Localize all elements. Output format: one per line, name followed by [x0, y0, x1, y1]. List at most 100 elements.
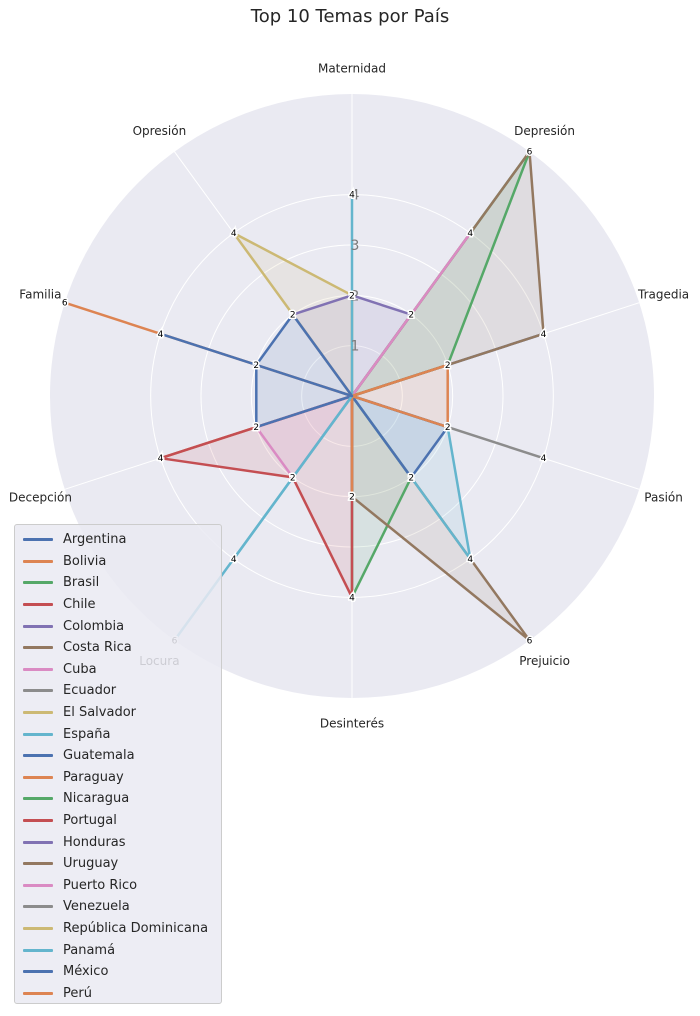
- radial-tick-label: 1: [351, 339, 360, 355]
- data-label: 4: [541, 330, 547, 340]
- legend-label: Chile: [63, 597, 96, 613]
- data-label: 2: [349, 493, 355, 503]
- radial-tick-label: 3: [351, 238, 360, 254]
- axis-labels: Maternidad Depresión Tragedia Pasión Prejuic…: [9, 61, 689, 730]
- axis-label: Pasión: [644, 490, 683, 504]
- legend-label: Guatemala: [63, 748, 135, 764]
- legend-swatch: [23, 991, 53, 995]
- data-label: 2: [253, 423, 259, 433]
- axis-label: Depresión: [514, 124, 575, 138]
- radial-tick-label: 4: [351, 188, 360, 204]
- legend-item: Bolivia: [23, 551, 221, 573]
- data-label: 6: [527, 148, 533, 158]
- legend-label: República Dominicana: [63, 920, 209, 936]
- legend-item: Cuba: [23, 659, 221, 681]
- legend-swatch: [23, 711, 53, 715]
- legend-label: Bolivia: [63, 553, 107, 569]
- data-label: 2: [349, 291, 355, 301]
- data-label: 2: [408, 473, 414, 483]
- legend-label: Puerto Rico: [63, 877, 138, 893]
- legend-label: Uruguay: [63, 856, 119, 872]
- axis-label: Familia: [19, 288, 61, 302]
- data-label: 2: [408, 473, 414, 483]
- series-fill: [352, 151, 530, 598]
- data-label: 2: [253, 361, 259, 371]
- series-line: [63, 301, 449, 498]
- legend-label: Costa Rica: [63, 640, 132, 656]
- legend-label: El Salvador: [63, 705, 136, 721]
- legend-item: México: [23, 961, 221, 983]
- legend-item: Argentina: [23, 529, 221, 551]
- data-label: 6: [62, 299, 68, 309]
- legend-label: Cuba: [63, 661, 97, 677]
- data-label: 4: [158, 454, 164, 464]
- legend-swatch: [23, 732, 53, 736]
- data-label: 2: [290, 311, 296, 321]
- legend-item: El Salvador: [23, 702, 221, 724]
- legend-swatch: [23, 754, 53, 758]
- series-line: [255, 313, 449, 479]
- legend-item: Guatemala: [23, 745, 221, 767]
- legend-item: Colombia: [23, 615, 221, 637]
- data-label: 6: [527, 148, 533, 158]
- series-lines: [63, 150, 545, 642]
- legend-swatch: [23, 667, 53, 671]
- legend-swatch: [23, 926, 53, 930]
- data-label: 4: [231, 229, 237, 239]
- legend-label: Argentina: [63, 532, 127, 548]
- data-label: 4: [467, 555, 473, 565]
- chart-title: Top 10 Temas por País: [250, 6, 450, 27]
- legend-item: Venezuela: [23, 896, 221, 918]
- legend-swatch: [23, 948, 53, 952]
- legend-swatch: [23, 797, 53, 801]
- data-label: 2: [445, 423, 451, 433]
- series-fill: [160, 396, 352, 598]
- data-labels: 44622442422226462422424424422222222664: [60, 146, 548, 648]
- radial-tick-labels: 1 2 3 4: [351, 188, 360, 355]
- legend-swatch: [23, 689, 53, 693]
- axis-label: Desinterés: [320, 717, 384, 731]
- legend-item: Nicaragua: [23, 788, 221, 810]
- series-line: [159, 332, 354, 398]
- legend-item: Chile: [23, 594, 221, 616]
- legend-label: España: [63, 726, 111, 742]
- data-label: 2: [290, 473, 296, 483]
- legend-item: Uruguay: [23, 853, 221, 875]
- data-label: 6: [527, 636, 533, 646]
- legend-swatch: [23, 538, 53, 542]
- data-label: 2: [253, 423, 259, 433]
- legend-item: Puerto Rico: [23, 875, 221, 897]
- data-label: 2: [349, 493, 355, 503]
- series-fill: [352, 151, 544, 641]
- axis-label: Prejuicio: [519, 654, 570, 668]
- legend-label: Portugal: [63, 813, 117, 829]
- legend-swatch: [23, 819, 53, 823]
- legend-swatch: [23, 559, 53, 563]
- legend-item: Perú: [23, 982, 221, 1004]
- data-label: 4: [349, 191, 355, 201]
- legend-item: Portugal: [23, 810, 221, 832]
- axis-label: Maternidad: [318, 61, 386, 75]
- data-label: 4: [467, 229, 473, 239]
- legend-label: Paraguay: [63, 769, 124, 785]
- legend-label: Ecuador: [63, 683, 117, 699]
- legend-swatch: [23, 905, 53, 909]
- legend-item: Brasil: [23, 572, 221, 594]
- legend-swatch: [23, 840, 53, 844]
- series-fill: [64, 302, 448, 497]
- radial-tick-label: 2: [351, 288, 360, 304]
- legend-item: Costa Rica: [23, 637, 221, 659]
- legend-label: Perú: [63, 985, 92, 1001]
- data-label: 2: [349, 291, 355, 301]
- legend-item: Paraguay: [23, 767, 221, 789]
- legend-swatch: [23, 862, 53, 866]
- axis-label: Decepción: [9, 490, 72, 504]
- legend-label: Panamá: [63, 942, 116, 958]
- series-fill: [233, 194, 471, 559]
- legend-swatch: [23, 970, 53, 974]
- data-label: 2: [290, 473, 296, 483]
- data-label: 4: [349, 593, 355, 603]
- legend-label: Nicaragua: [63, 791, 130, 807]
- data-label: 4: [349, 593, 355, 603]
- axis-label: Tragedia: [637, 288, 689, 302]
